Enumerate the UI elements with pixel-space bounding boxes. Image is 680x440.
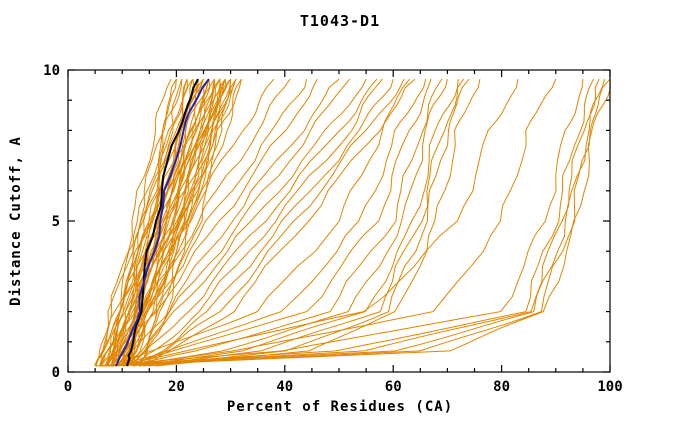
ensemble-curve xyxy=(155,79,481,367)
ensemble-curve xyxy=(132,78,383,367)
highlight-curve-model-black xyxy=(126,78,199,367)
ensemble-curve xyxy=(126,78,443,367)
ensemble-curve xyxy=(105,78,600,367)
ensemble-curve xyxy=(110,78,410,367)
x-tick-label: 80 xyxy=(493,379,510,395)
x-tick-label: 40 xyxy=(276,379,293,395)
ensemble-curve xyxy=(106,79,611,367)
x-axis-label: Percent of Residues (CA) xyxy=(226,399,454,415)
ensemble-curve xyxy=(95,79,584,367)
ensemble-curve xyxy=(131,78,237,367)
ensemble-curve xyxy=(127,78,378,367)
ensemble-curve xyxy=(99,78,275,367)
ensemble-curve xyxy=(133,78,448,367)
ensemble-curve xyxy=(122,79,221,367)
ensemble-curve xyxy=(110,78,611,367)
highlight-curve-model-blue xyxy=(115,78,210,367)
x-tick-label: 100 xyxy=(597,379,622,395)
ensemble-curve xyxy=(122,78,432,367)
ensemble-curve xyxy=(99,78,183,367)
ensemble-curve xyxy=(128,78,242,367)
ensemble-curve xyxy=(110,78,210,367)
ensemble-curve xyxy=(99,78,595,367)
ensemble-curve xyxy=(122,78,557,367)
ensemble-curve xyxy=(148,78,470,367)
x-tick-label: 0 xyxy=(64,379,72,395)
ensemble-curve xyxy=(105,78,291,367)
ensemble-curve xyxy=(117,79,519,367)
ensemble-curve xyxy=(95,79,189,367)
y-tick-label: 0 xyxy=(52,365,60,381)
ensemble-curve xyxy=(138,78,237,367)
chart-title: T1043-D1 xyxy=(299,12,381,30)
ensemble-curve xyxy=(110,78,318,367)
ensemble-curve xyxy=(117,78,427,367)
x-tick-label: 60 xyxy=(385,379,402,395)
ensemble-curve xyxy=(111,79,215,367)
ensemble-curve xyxy=(100,78,606,367)
ensemble-curve xyxy=(138,79,459,367)
y-tick-label: 10 xyxy=(43,63,60,79)
ensemble-curve xyxy=(133,78,394,367)
x-tick-label: 20 xyxy=(168,379,185,395)
ensemble-curve xyxy=(143,78,465,367)
ensemble-curve xyxy=(94,78,172,367)
y-tick-label: 5 xyxy=(52,214,60,230)
ensemble-curve xyxy=(115,78,194,367)
ensemble-curve xyxy=(121,78,351,367)
